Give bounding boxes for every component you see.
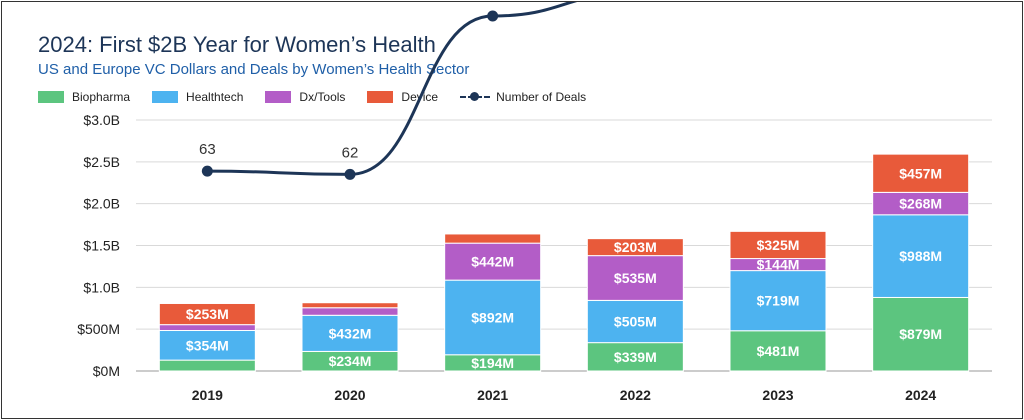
- deals-data-label: 110: [481, 2, 505, 3]
- bar-data-label: $203M: [614, 239, 657, 255]
- y-tick-label: $3.0B: [83, 112, 120, 128]
- legend-swatch: [152, 91, 179, 103]
- y-tick-label: $1.0B: [83, 279, 120, 295]
- deals-point: [201, 165, 213, 177]
- deals-data-label: 62: [342, 144, 359, 161]
- x-tick-label: 2022: [620, 387, 651, 403]
- bar-healthtech: [586, 299, 684, 344]
- bar-healthtech: [729, 270, 827, 332]
- legend-item: Biopharma: [38, 90, 130, 104]
- legend-line-marker: [460, 91, 491, 103]
- x-tick-label: 2024: [905, 387, 936, 403]
- bar-data-label: $325M: [757, 237, 800, 253]
- bar-device: [729, 230, 827, 260]
- bar-biopharma: [872, 296, 970, 372]
- bar-data-label: $194M: [471, 355, 514, 371]
- bar-dx-tools: [444, 242, 542, 281]
- legend-label: Healthtech: [186, 90, 244, 104]
- bar-device: [158, 302, 256, 326]
- bar-healthtech: [444, 279, 542, 356]
- deals-data-label: 63: [199, 141, 216, 158]
- legend-item: Dx/Tools: [265, 90, 345, 104]
- legend-swatch: [367, 91, 394, 103]
- bar-healthtech: [158, 330, 256, 361]
- bar-data-label: $268M: [899, 196, 942, 212]
- bar-data-label: $457M: [899, 165, 942, 181]
- bar-biopharma: [586, 342, 684, 372]
- bar-device: [586, 238, 684, 257]
- legend-swatch: [38, 91, 64, 103]
- deals-line: [207, 2, 577, 176]
- bar-data-label: $988M: [899, 248, 942, 264]
- chart-title: 2024: First $2B Year for Women’s Health: [38, 32, 436, 57]
- bar-data-label: $442M: [471, 254, 514, 270]
- legend-label: Biopharma: [72, 90, 131, 104]
- bar-data-label: $253M: [186, 306, 229, 322]
- bar-data-label: $432M: [329, 325, 372, 341]
- bar-data-label: $481M: [757, 343, 800, 359]
- bar-data-label: $234M: [329, 353, 372, 369]
- chart-subtitle: US and Europe VC Dollars and Deals by Wo…: [38, 61, 470, 78]
- bar-data-label: $535M: [614, 270, 657, 286]
- deals-point: [487, 10, 499, 22]
- bar-healthtech: [872, 214, 970, 298]
- x-tick-label: 2019: [192, 387, 223, 403]
- bar-device: [872, 153, 970, 193]
- y-tick-label: $0M: [93, 363, 120, 379]
- deals-point: [344, 168, 356, 180]
- legend-item: Number of Deals: [460, 90, 586, 104]
- bar-dx-tools: [586, 255, 684, 301]
- bar-data-label: $879M: [899, 326, 942, 342]
- legend-label: Number of Deals: [496, 90, 587, 104]
- y-tick-label: $2.5B: [83, 154, 120, 170]
- x-tick-label: 2021: [477, 387, 508, 403]
- bar-data-label: $144M: [757, 257, 800, 273]
- legend-label: Dx/Tools: [299, 90, 346, 104]
- x-tick-label: 2023: [762, 387, 793, 403]
- y-tick-label: $1.5B: [83, 238, 120, 254]
- legend-item: Healthtech: [152, 90, 243, 104]
- x-tick-label: 2020: [334, 387, 365, 403]
- bar-data-label: $719M: [757, 293, 800, 309]
- bar-device: [301, 302, 399, 309]
- bar-healthtech: [301, 314, 399, 352]
- bar-biopharma: [158, 359, 256, 372]
- bar-device: [444, 233, 542, 244]
- bar-data-label: $354M: [186, 337, 229, 353]
- bar-dx-tools: [158, 324, 256, 332]
- bar-data-label: $505M: [614, 314, 657, 330]
- bar-data-label: $339M: [614, 349, 657, 365]
- bar-dx-tools: [301, 307, 399, 316]
- y-tick-label: $2.0B: [83, 196, 120, 212]
- bar-data-label: $892M: [471, 309, 514, 325]
- y-tick-label: $500M: [77, 321, 120, 337]
- legend-swatch: [265, 91, 292, 103]
